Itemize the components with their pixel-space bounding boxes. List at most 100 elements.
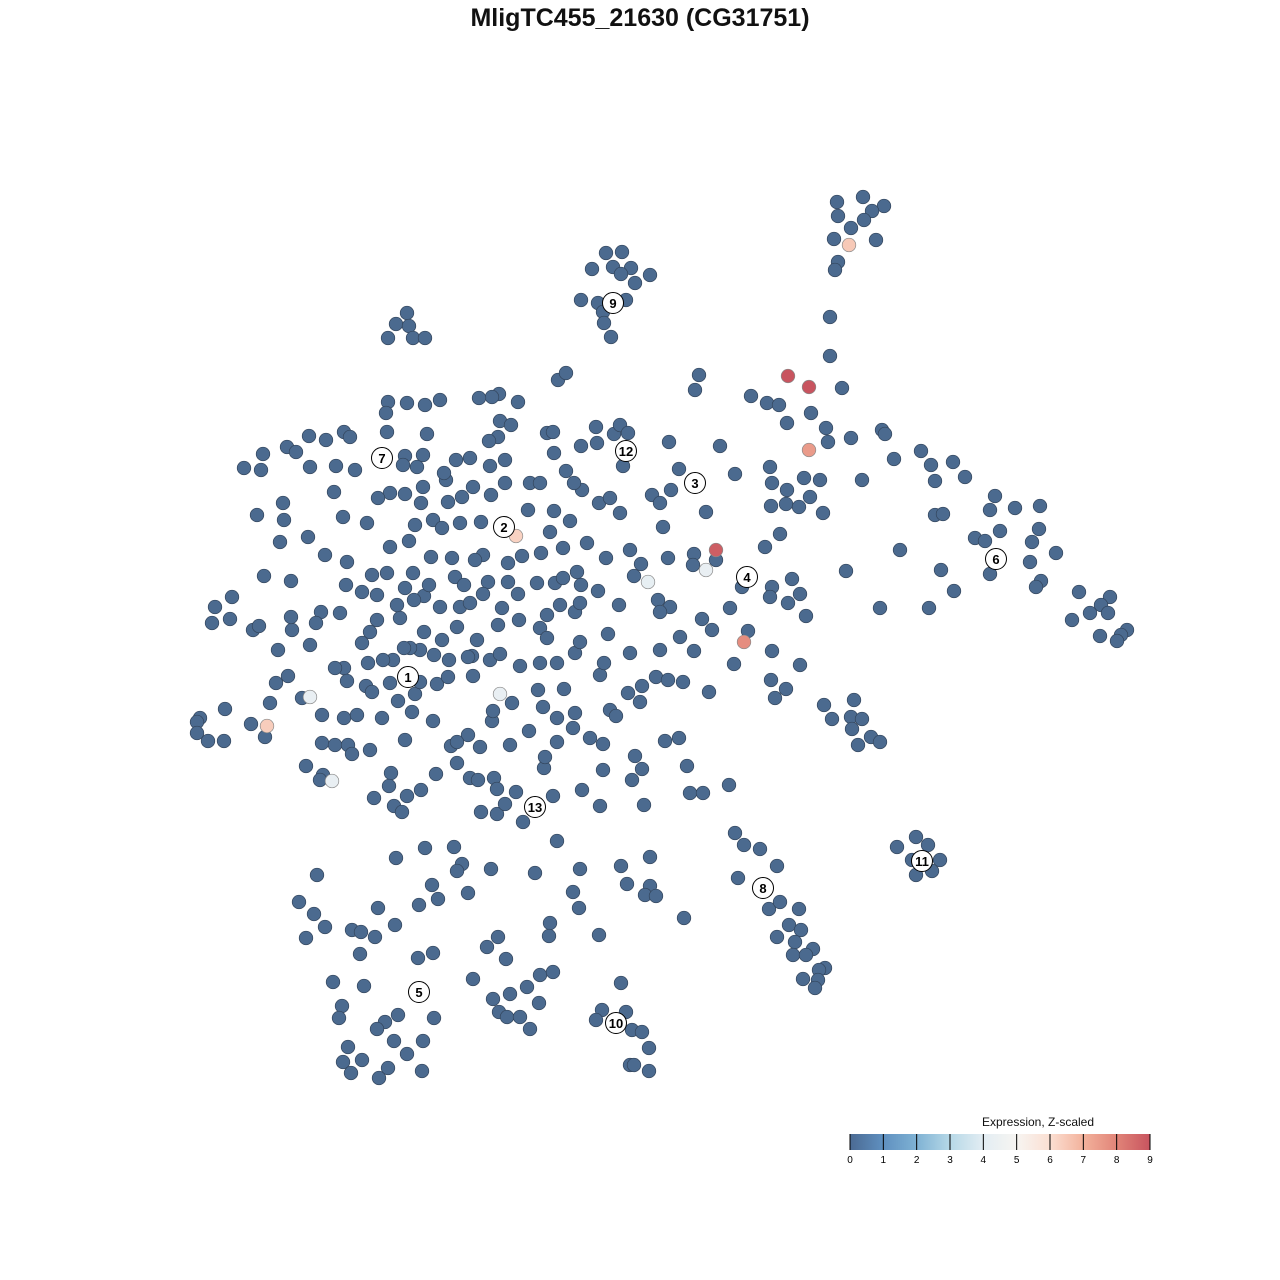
legend-tick-label: 9	[1147, 1155, 1153, 1166]
data-point	[572, 595, 588, 611]
data-point	[545, 788, 561, 804]
data-point	[787, 934, 803, 950]
data-point	[500, 555, 516, 571]
data-point	[423, 549, 439, 565]
data-point	[511, 612, 527, 628]
data-point	[360, 655, 376, 671]
data-point	[793, 922, 809, 938]
data-point	[236, 460, 252, 476]
data-point	[440, 669, 456, 685]
data-point	[340, 1039, 356, 1055]
data-point	[298, 758, 314, 774]
data-point	[771, 397, 787, 413]
data-point	[619, 876, 635, 892]
data-point	[613, 975, 629, 991]
data-point	[378, 405, 394, 421]
data-point	[381, 778, 397, 794]
data-point	[598, 245, 614, 261]
data-point	[387, 917, 403, 933]
data-point	[332, 605, 348, 621]
data-point	[497, 796, 513, 812]
data-point	[344, 746, 360, 762]
data-point	[1028, 579, 1044, 595]
data-point	[498, 951, 514, 967]
cluster-label-circle	[397, 666, 419, 688]
data-point	[366, 790, 382, 806]
data-point	[627, 275, 643, 291]
data-point	[772, 526, 788, 542]
data-point	[807, 980, 823, 996]
data-point	[933, 562, 949, 578]
data-point	[529, 575, 545, 591]
data-point	[514, 548, 530, 564]
data-point	[272, 534, 288, 550]
data-point	[301, 428, 317, 444]
data-point	[792, 586, 808, 602]
data-point	[791, 901, 807, 917]
data-point	[663, 482, 679, 498]
cluster-label: 4	[743, 570, 751, 585]
data-point	[600, 626, 616, 642]
data-point	[401, 533, 417, 549]
data-point	[489, 806, 505, 822]
data-point	[803, 405, 819, 421]
data-point	[555, 570, 571, 586]
cluster-label: 2	[500, 520, 507, 535]
data-point	[426, 647, 442, 663]
cluster-label-circle	[524, 796, 546, 818]
data-point	[868, 232, 884, 248]
data-point	[413, 782, 429, 798]
data-point	[590, 583, 606, 599]
data-point	[686, 643, 702, 659]
data-point	[792, 657, 808, 673]
data-point	[499, 1009, 515, 1025]
data-point	[532, 620, 548, 636]
data-point	[425, 713, 441, 729]
data-point	[780, 595, 796, 611]
data-point	[276, 512, 292, 528]
data-point	[388, 316, 404, 332]
data-point	[253, 462, 269, 478]
data-point	[584, 261, 600, 277]
data-point	[249, 507, 265, 523]
data-point	[204, 615, 220, 631]
data-point	[565, 720, 581, 736]
data-point	[573, 292, 589, 308]
data-point	[510, 394, 526, 410]
data-point	[730, 870, 746, 886]
data-point	[640, 574, 656, 590]
data-point	[657, 733, 673, 749]
cluster-label: 7	[378, 451, 385, 466]
data-point	[603, 329, 619, 345]
data-point	[843, 220, 859, 236]
data-point	[854, 472, 870, 488]
data-point	[288, 444, 304, 460]
data-point	[778, 681, 794, 697]
data-point	[399, 395, 415, 411]
data-point	[687, 382, 703, 398]
data-point	[415, 1033, 431, 1049]
data-point	[957, 469, 973, 485]
data-point	[595, 762, 611, 778]
data-point	[652, 495, 668, 511]
data-point	[762, 459, 778, 475]
data-point	[462, 450, 478, 466]
data-point	[608, 708, 624, 724]
data-point	[434, 520, 450, 536]
data-point	[268, 675, 284, 691]
data-point	[661, 434, 677, 450]
data-point	[473, 804, 489, 820]
data-point	[655, 519, 671, 535]
data-point	[460, 727, 476, 743]
data-point	[327, 737, 343, 753]
data-point	[224, 589, 240, 605]
data-point	[395, 457, 411, 473]
data-point	[573, 438, 589, 454]
data-point	[484, 389, 500, 405]
legend-tick-label: 8	[1114, 1155, 1120, 1166]
data-point	[977, 533, 993, 549]
data-point	[302, 637, 318, 653]
data-point	[460, 885, 476, 901]
cluster-label: 11	[915, 854, 929, 869]
